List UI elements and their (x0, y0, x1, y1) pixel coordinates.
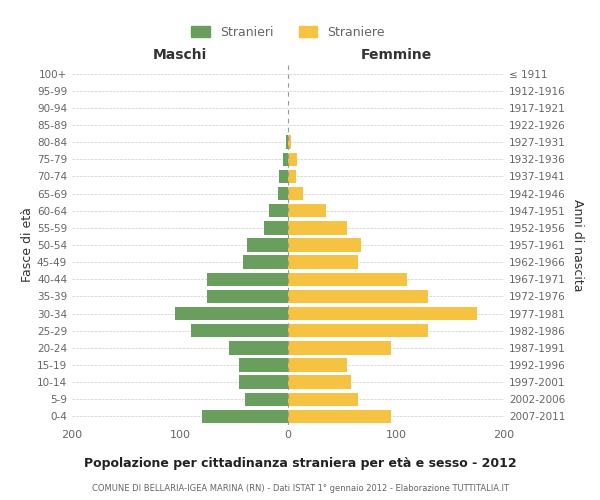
Bar (288, 187, 303, 200)
Bar (288, 376, 350, 389)
Bar (288, 358, 347, 372)
Bar (288, 152, 296, 166)
Bar (278, 187, 288, 200)
Bar (229, 341, 288, 354)
Bar (288, 170, 296, 183)
Bar (288, 272, 407, 286)
Text: COMUNE DI BELLARIA-IGEA MARINA (RN) - Dati ISTAT 1° gennaio 2012 - Elaborazione : COMUNE DI BELLARIA-IGEA MARINA (RN) - Da… (91, 484, 509, 493)
Bar (207, 272, 288, 286)
Legend: Stranieri, Straniere: Stranieri, Straniere (186, 21, 390, 44)
Text: Popolazione per cittadinanza straniera per età e sesso - 2012: Popolazione per cittadinanza straniera p… (83, 458, 517, 470)
Bar (202, 410, 288, 423)
Bar (245, 392, 288, 406)
Bar (247, 238, 288, 252)
Bar (207, 290, 288, 303)
Bar (286, 136, 288, 149)
Bar (283, 152, 288, 166)
Y-axis label: Fasce di età: Fasce di età (21, 208, 34, 282)
Bar (288, 290, 428, 303)
Bar (242, 256, 288, 269)
Bar (288, 256, 358, 269)
Bar (269, 204, 288, 218)
Bar (264, 221, 288, 234)
Bar (239, 358, 288, 372)
Y-axis label: Anni di nascita: Anni di nascita (571, 198, 584, 291)
Bar (288, 341, 391, 354)
Bar (288, 324, 428, 338)
Bar (288, 204, 326, 218)
Text: Femmine: Femmine (361, 48, 431, 62)
Bar (175, 307, 288, 320)
Bar (288, 238, 361, 252)
Bar (288, 410, 391, 423)
Bar (239, 376, 288, 389)
Bar (288, 307, 477, 320)
Bar (288, 136, 291, 149)
Bar (288, 392, 358, 406)
Text: Maschi: Maschi (153, 48, 207, 62)
Bar (191, 324, 288, 338)
Bar (280, 170, 288, 183)
Bar (288, 221, 347, 234)
